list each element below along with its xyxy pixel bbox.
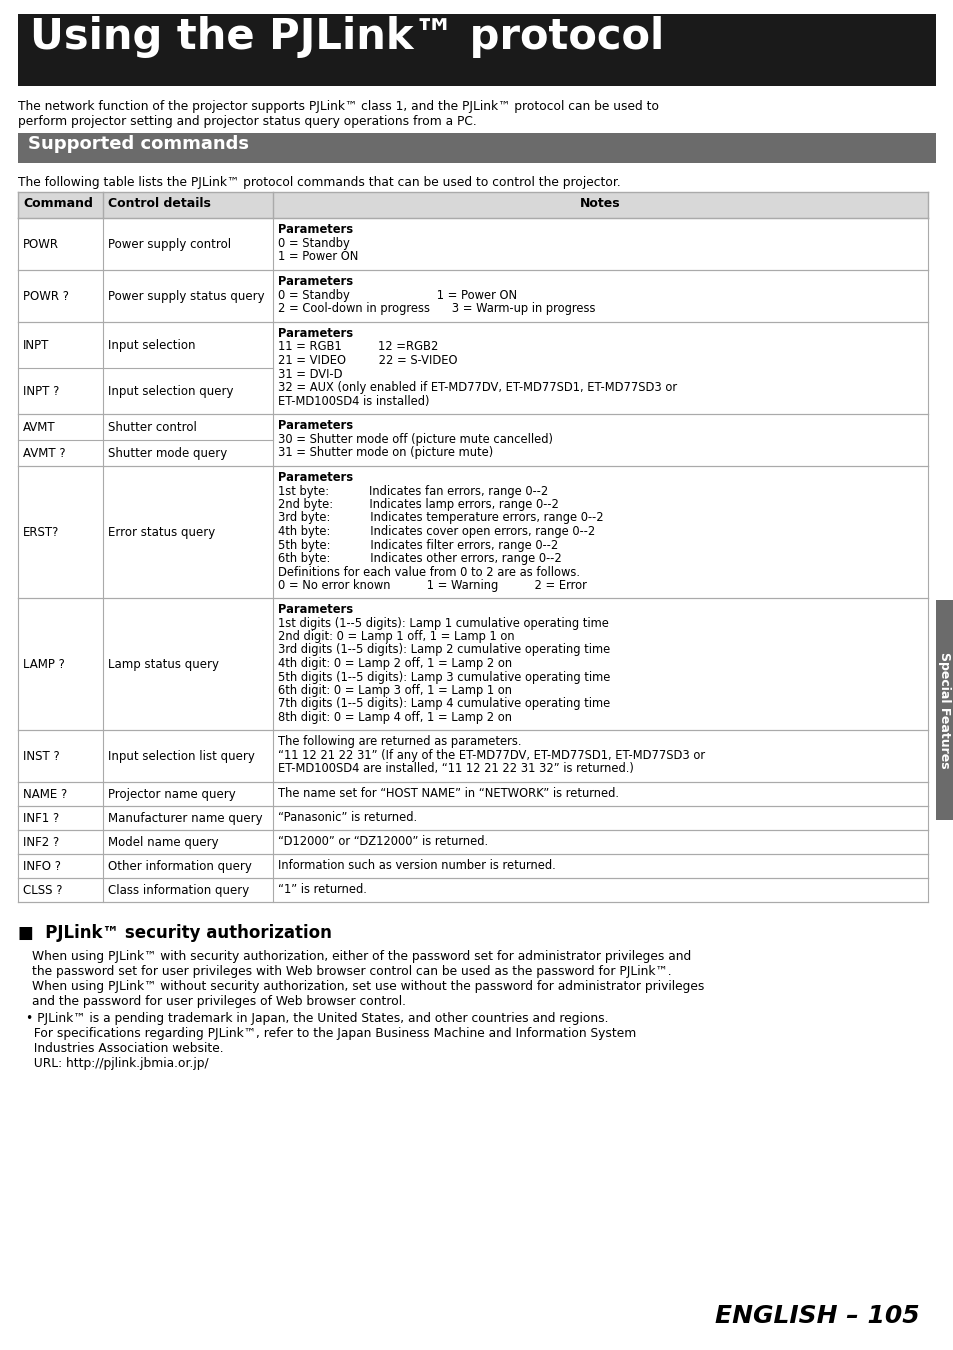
- Text: The name set for “HOST NAME” in “NETWORK” is returned.: The name set for “HOST NAME” in “NETWORK…: [277, 787, 618, 801]
- Text: The network function of the projector supports PJLink™ class 1, and the PJLink™ : The network function of the projector su…: [18, 100, 659, 113]
- Text: When using PJLink™ with security authorization, either of the password set for a: When using PJLink™ with security authori…: [32, 950, 691, 963]
- Text: INFO ?: INFO ?: [23, 860, 61, 873]
- Bar: [18, 14, 935, 86]
- Text: Other information query: Other information query: [108, 860, 252, 873]
- Text: 31 = DVI-D: 31 = DVI-D: [277, 367, 342, 381]
- Text: 6th digit: 0 = Lamp 3 off, 1 = Lamp 1 on: 6th digit: 0 = Lamp 3 off, 1 = Lamp 1 on: [277, 684, 512, 697]
- Text: Notes: Notes: [579, 197, 619, 211]
- Text: Input selection: Input selection: [108, 339, 195, 352]
- Text: The following table lists the PJLink™ protocol commands that can be used to cont: The following table lists the PJLink™ pr…: [18, 176, 620, 189]
- Text: POWR: POWR: [23, 238, 59, 251]
- Text: 1st byte:           Indicates fan errors, range 0--2: 1st byte: Indicates fan errors, range 0-…: [277, 485, 548, 498]
- Text: 32 = AUX (only enabled if ET-MD77DV, ET-MD77SD1, ET-MD77SD3 or: 32 = AUX (only enabled if ET-MD77DV, ET-…: [277, 381, 677, 394]
- Text: POWR ?: POWR ?: [23, 290, 69, 302]
- Text: “1” is returned.: “1” is returned.: [277, 883, 367, 896]
- Bar: [18, 192, 927, 217]
- Text: Input selection list query: Input selection list query: [108, 751, 254, 763]
- Text: 21 = VIDEO         22 = S-VIDEO: 21 = VIDEO 22 = S-VIDEO: [277, 354, 457, 367]
- Text: 2nd digit: 0 = Lamp 1 off, 1 = Lamp 1 on: 2nd digit: 0 = Lamp 1 off, 1 = Lamp 1 on: [277, 630, 514, 643]
- Text: URL: http://pjlink.jbmia.or.jp/: URL: http://pjlink.jbmia.or.jp/: [26, 1057, 209, 1071]
- Text: Command: Command: [23, 197, 92, 211]
- Text: Input selection query: Input selection query: [108, 385, 233, 398]
- Text: Power supply status query: Power supply status query: [108, 290, 264, 302]
- Text: 0 = Standby                        1 = Power ON: 0 = Standby 1 = Power ON: [277, 289, 517, 301]
- Text: “Panasonic” is returned.: “Panasonic” is returned.: [277, 811, 416, 824]
- Text: Parameters: Parameters: [277, 275, 353, 288]
- Text: Definitions for each value from 0 to 2 are as follows.: Definitions for each value from 0 to 2 a…: [277, 566, 579, 579]
- Text: CLSS ?: CLSS ?: [23, 884, 63, 896]
- Text: and the password for user privileges of Web browser control.: and the password for user privileges of …: [32, 995, 406, 1008]
- Text: Parameters: Parameters: [277, 327, 353, 340]
- Text: 8th digit: 0 = Lamp 4 off, 1 = Lamp 2 on: 8th digit: 0 = Lamp 4 off, 1 = Lamp 2 on: [277, 711, 512, 724]
- Text: INF2 ?: INF2 ?: [23, 836, 59, 849]
- Text: ET-MD100SD4 are installed, “11 12 21 22 31 32” is returned.): ET-MD100SD4 are installed, “11 12 21 22 …: [277, 761, 633, 775]
- Text: 6th byte:           Indicates other errors, range 0--2: 6th byte: Indicates other errors, range …: [277, 552, 561, 566]
- Text: Error status query: Error status query: [108, 526, 215, 539]
- Text: 2nd byte:          Indicates lamp errors, range 0--2: 2nd byte: Indicates lamp errors, range 0…: [277, 498, 558, 512]
- Text: • PJLink™ is a pending trademark in Japan, the United States, and other countrie: • PJLink™ is a pending trademark in Japa…: [26, 1012, 608, 1025]
- Text: Shutter control: Shutter control: [108, 421, 196, 433]
- Text: INPT ?: INPT ?: [23, 385, 59, 398]
- Text: 4th digit: 0 = Lamp 2 off, 1 = Lamp 2 on: 4th digit: 0 = Lamp 2 off, 1 = Lamp 2 on: [277, 657, 512, 670]
- Text: Industries Association website.: Industries Association website.: [26, 1042, 223, 1054]
- Text: Manufacturer name query: Manufacturer name query: [108, 811, 262, 825]
- Text: AVMT: AVMT: [23, 421, 55, 433]
- Text: 30 = Shutter mode off (picture mute cancelled): 30 = Shutter mode off (picture mute canc…: [277, 432, 553, 446]
- Text: ERST?: ERST?: [23, 526, 59, 539]
- Text: INF1 ?: INF1 ?: [23, 811, 59, 825]
- Text: LAMP ?: LAMP ?: [23, 657, 65, 671]
- Text: “11 12 21 22 31” (If any of the ET-MD77DV, ET-MD77SD1, ET-MD77SD3 or: “11 12 21 22 31” (If any of the ET-MD77D…: [277, 748, 704, 761]
- Text: For specifications regarding PJLink™, refer to the Japan Business Machine and In: For specifications regarding PJLink™, re…: [26, 1027, 636, 1040]
- Text: the password set for user privileges with Web browser control can be used as the: the password set for user privileges wit…: [32, 965, 671, 977]
- Text: Parameters: Parameters: [277, 471, 353, 485]
- Text: 3rd byte:           Indicates temperature errors, range 0--2: 3rd byte: Indicates temperature errors, …: [277, 512, 603, 525]
- Text: Parameters: Parameters: [277, 223, 353, 236]
- Text: ET-MD100SD4 is installed): ET-MD100SD4 is installed): [277, 394, 429, 408]
- Text: 4th byte:           Indicates cover open errors, range 0--2: 4th byte: Indicates cover open errors, r…: [277, 525, 595, 539]
- Text: Shutter mode query: Shutter mode query: [108, 447, 227, 460]
- Text: Power supply control: Power supply control: [108, 238, 231, 251]
- Text: Lamp status query: Lamp status query: [108, 657, 219, 671]
- Text: Class information query: Class information query: [108, 884, 249, 896]
- Text: The following are returned as parameters.: The following are returned as parameters…: [277, 734, 521, 748]
- Text: Special Features: Special Features: [938, 652, 950, 768]
- Text: 1 = Power ON: 1 = Power ON: [277, 250, 358, 263]
- Text: 0 = Standby: 0 = Standby: [277, 236, 350, 250]
- Text: Supported commands: Supported commands: [28, 135, 249, 153]
- Bar: [18, 134, 935, 163]
- Text: Control details: Control details: [108, 197, 211, 211]
- Text: ENGLISH – 105: ENGLISH – 105: [715, 1304, 919, 1328]
- Text: Model name query: Model name query: [108, 836, 218, 849]
- Bar: [935, 599, 953, 819]
- Text: ■  PJLink™ security authorization: ■ PJLink™ security authorization: [18, 923, 332, 942]
- Text: 1st digits (1--5 digits): Lamp 1 cumulative operating time: 1st digits (1--5 digits): Lamp 1 cumulat…: [277, 617, 608, 629]
- Text: AVMT ?: AVMT ?: [23, 447, 66, 460]
- Text: When using PJLink™ without security authorization, set use without the password : When using PJLink™ without security auth…: [32, 980, 703, 994]
- Text: Using the PJLink™ protocol: Using the PJLink™ protocol: [30, 16, 663, 58]
- Text: Projector name query: Projector name query: [108, 788, 235, 801]
- Text: 0 = No error known          1 = Warning          2 = Error: 0 = No error known 1 = Warning 2 = Error: [277, 579, 586, 593]
- Text: 31 = Shutter mode on (picture mute): 31 = Shutter mode on (picture mute): [277, 446, 493, 459]
- Text: INST ?: INST ?: [23, 751, 60, 763]
- Text: INPT: INPT: [23, 339, 50, 352]
- Text: perform projector setting and projector status query operations from a PC.: perform projector setting and projector …: [18, 115, 476, 128]
- Text: Information such as version number is returned.: Information such as version number is re…: [277, 859, 556, 872]
- Text: 7th digits (1--5 digits): Lamp 4 cumulative operating time: 7th digits (1--5 digits): Lamp 4 cumulat…: [277, 698, 610, 710]
- Text: 3rd digits (1--5 digits): Lamp 2 cumulative operating time: 3rd digits (1--5 digits): Lamp 2 cumulat…: [277, 644, 610, 656]
- Text: 2 = Cool-down in progress      3 = Warm-up in progress: 2 = Cool-down in progress 3 = Warm-up in…: [277, 302, 595, 315]
- Text: 11 = RGB1          12 =RGB2: 11 = RGB1 12 =RGB2: [277, 340, 438, 354]
- Text: Parameters: Parameters: [277, 418, 353, 432]
- Text: NAME ?: NAME ?: [23, 788, 67, 801]
- Text: “D12000” or “DZ12000” is returned.: “D12000” or “DZ12000” is returned.: [277, 836, 488, 848]
- Text: 5th digits (1--5 digits): Lamp 3 cumulative operating time: 5th digits (1--5 digits): Lamp 3 cumulat…: [277, 671, 610, 683]
- Text: 5th byte:           Indicates filter errors, range 0--2: 5th byte: Indicates filter errors, range…: [277, 539, 558, 552]
- Text: Parameters: Parameters: [277, 603, 353, 616]
